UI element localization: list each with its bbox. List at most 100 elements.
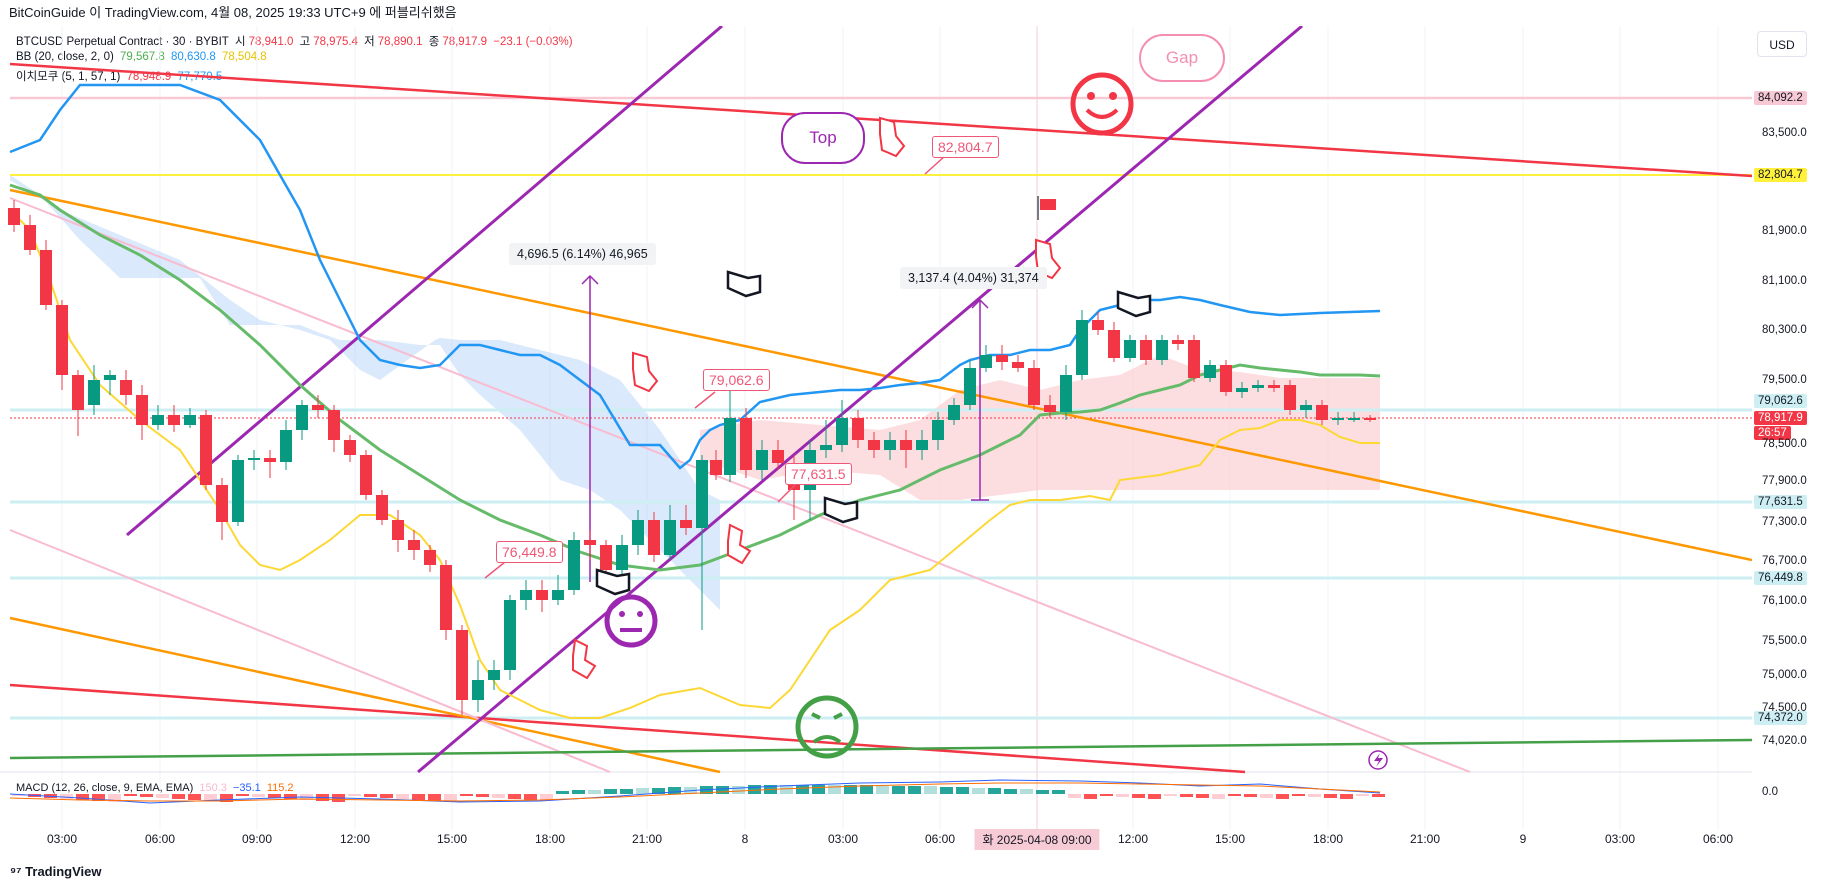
candle-body (724, 418, 736, 475)
candle-body (1268, 385, 1280, 388)
candle-body (456, 630, 468, 700)
candle-body (932, 420, 944, 440)
candle-body (344, 440, 356, 455)
trendline-orange-lower (9, 616, 721, 774)
macd-histogram-bar (396, 794, 409, 799)
candle-body (740, 418, 752, 470)
candle-body (868, 440, 880, 450)
candle-body (88, 380, 100, 405)
macd-histogram-bar (364, 794, 377, 797)
macd-histogram-bar (1260, 794, 1273, 798)
high-value: 78,975.4 (313, 36, 358, 48)
bb-lower-line (9, 209, 1380, 719)
price-badge: 77,631.5 (1754, 495, 1807, 509)
macd-histogram-bar (1196, 794, 1209, 798)
candle-body (916, 440, 928, 450)
measure-arrowhead-2 (971, 298, 989, 309)
candle-body (1108, 330, 1120, 358)
callout-79062[interactable]: 79,062.6 (703, 369, 770, 391)
price-label: 75,500.0 (1762, 635, 1807, 647)
macd-histogram-bar (636, 788, 649, 794)
macd-histogram-bar (620, 789, 633, 794)
currency-button[interactable]: USD (1757, 31, 1807, 57)
macd-histogram-bar (1212, 794, 1225, 799)
chart-canvas[interactable] (0, 26, 1752, 832)
macd-histogram-bar (204, 794, 217, 801)
candle-body (772, 450, 784, 463)
trendline-pink-1 (9, 197, 1471, 773)
price-label: 81,900.0 (1762, 225, 1807, 237)
price-badge: 84,092.2 (1754, 91, 1807, 105)
macd-histogram-bar (988, 788, 1001, 794)
time-label: 8 (741, 832, 749, 846)
price-badge: 82,804.7 (1754, 168, 1807, 182)
symbol-legend[interactable]: BTCUSD Perpetual Contract · 30 · BYBIT 시… (16, 33, 576, 49)
macd-histogram-bar (76, 794, 89, 800)
trendline-orange-upper (9, 188, 1752, 562)
candle-body (820, 445, 832, 450)
macd-histogram-bar (156, 794, 169, 798)
macd-histogram-bar (668, 787, 681, 794)
time-label: 03:00 (1604, 832, 1636, 846)
macd-histogram-bar (1132, 794, 1145, 798)
macd-histogram-bar (508, 794, 521, 799)
candle-body (664, 520, 676, 555)
measure-label-1[interactable]: 4,696.5 (6.14%) 46,965 (509, 243, 656, 265)
high-label: 고 (299, 36, 311, 48)
tradingview-logo[interactable]: ⁹⁷ TradingView (10, 864, 102, 879)
time-label: 18:00 (534, 832, 566, 846)
candle-body (1156, 340, 1168, 360)
open-value: 78,941.0 (248, 36, 294, 48)
callout-82804[interactable]: 82,804.7 (932, 136, 999, 158)
candle-body (296, 405, 308, 430)
candle-body (852, 418, 864, 440)
macd-histogram-bar (1180, 794, 1193, 797)
macd-histogram-bar (780, 785, 793, 794)
macd-histogram-bar (972, 788, 985, 794)
candle-body (152, 415, 164, 425)
candle-body (1140, 340, 1152, 360)
price-badge: 26:57 (1754, 426, 1791, 440)
macd-v3: 115.2 (266, 782, 294, 794)
macd-histogram-bar (1068, 794, 1081, 798)
candle-body (72, 375, 84, 410)
candle-body (710, 460, 722, 475)
candle-body (440, 565, 452, 630)
candle-body (424, 550, 436, 565)
candle-body (24, 225, 36, 250)
bubble-top[interactable]: Top (781, 112, 865, 164)
candle-body (40, 250, 52, 305)
macd-histogram-bar (476, 794, 489, 797)
callout-76449[interactable]: 76,449.8 (496, 541, 563, 563)
macd-histogram-bar (348, 794, 361, 796)
bubble-gap[interactable]: Gap (1139, 34, 1225, 82)
macd-histogram-bar (12, 794, 25, 796)
macd-histogram-bar (828, 785, 841, 794)
lightning-icon[interactable] (1368, 750, 1388, 770)
macd-histogram-bar (956, 787, 969, 794)
publish-header: BitCoinGuide 이 TradingView.com, 4월 08, 2… (9, 5, 457, 20)
candle-body (552, 590, 564, 600)
callout-pointer (694, 391, 716, 409)
candle-body (996, 355, 1008, 362)
macd-line (9, 779, 1381, 804)
candle-body (408, 540, 420, 550)
macd-legend[interactable]: MACD (12, 26, close, 9, EMA, EMA) 150.3 … (16, 782, 297, 794)
price-badge: 78,917.9 (1754, 411, 1807, 425)
candle-body (1220, 365, 1232, 392)
macd-histogram-bar (140, 794, 153, 797)
callout-77631[interactable]: 77,631.5 (785, 463, 852, 485)
macd-histogram-bar (412, 794, 425, 800)
bb-name: BB (20, close, 2, 0) (16, 51, 114, 63)
close-value: 78,917.9 (442, 36, 488, 48)
price-badge: 74,372.0 (1754, 711, 1807, 725)
bb-legend[interactable]: BB (20, close, 2, 0) 79,567.8 80,630.8 7… (16, 51, 270, 63)
measure-label-2[interactable]: 3,137.4 (4.04%) 31,374 (900, 267, 1047, 289)
time-axis[interactable]: 03:00 06:00 09:00 12:00 15:00 18:00 21:0… (0, 829, 1752, 852)
candle-body (520, 590, 532, 600)
price-axis[interactable]: 84,092.2 83,500.0 82,804.7 81,900.0 81,1… (1752, 60, 1835, 798)
candle-body (376, 495, 388, 520)
macd-histogram-bar (1228, 794, 1241, 796)
candle-body (696, 460, 708, 528)
macd-histogram-bar (540, 794, 553, 801)
